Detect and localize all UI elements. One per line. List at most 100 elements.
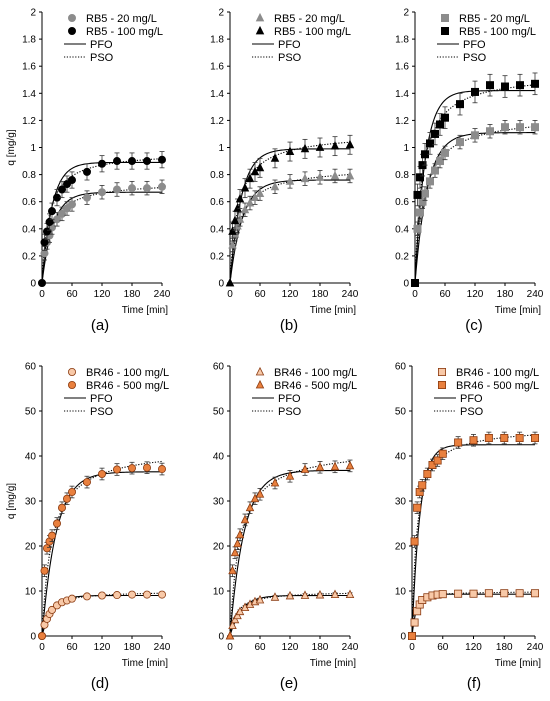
data-point [157,155,166,164]
data-point [330,589,340,598]
data-point [58,503,67,512]
data-point [300,173,310,183]
legend-label: PFO [460,393,483,405]
data-point [113,185,122,194]
data-point [410,537,419,546]
legend-label: RB5 - 100 mg/L [274,26,351,38]
legend-label: BR46 - 500 mg/L [274,380,357,392]
data-point [469,589,478,598]
x-tick-label: 120 [94,289,111,300]
data-point [68,487,77,496]
data-point [43,227,52,236]
y-tick-label: 1.6 [210,62,224,73]
data-point [38,632,47,641]
y-tick-label: 60 [25,362,37,373]
data-point [345,170,355,180]
data-point [53,519,62,528]
y-tick-label: 0.2 [22,251,36,262]
panel-f: 0 10 20 30 40 50 60 0 60 120 180 240 Time [min] (f) BR… [395,362,544,693]
x-tick-label: 0 [227,289,233,300]
y-tick-label: 2 [403,8,409,19]
data-point [315,172,325,181]
data-point [40,238,49,247]
x-tick-label: 0 [412,289,418,300]
data-point [300,143,310,153]
legend-label: PFO [90,393,113,405]
data-point [485,81,494,90]
legend-marker [255,366,265,376]
data-point [315,142,325,151]
x-tick-label: 60 [66,642,78,653]
data-point [233,610,242,620]
data-point [455,100,464,109]
data-point [430,166,439,175]
series-1 [407,589,540,641]
y-tick-label: 0.4 [210,224,224,235]
series-2 [225,134,355,287]
x-tick-label: 60 [66,289,78,300]
data-point [235,193,245,203]
legend-label: BR46 - 500 mg/L [86,380,169,392]
data-point [285,146,295,155]
y-tick-label: 0.8 [22,170,36,181]
x-tick-label: 180 [124,642,141,653]
data-point [425,177,434,186]
data-point [420,189,429,198]
x-axis-title: Time [min] [122,658,169,669]
legend-label: BR46 - 500 mg/L [456,380,539,392]
data-point [157,182,166,191]
x-tick-label: 120 [282,289,299,300]
data-point [225,630,235,640]
y-tick-label: 0.6 [22,197,36,208]
data-point [500,82,509,91]
x-tick-label: 180 [124,289,141,300]
pfo-fit-line [414,90,535,284]
data-point [270,477,280,487]
data-point [270,153,280,162]
y-tick-label: 1.4 [395,89,409,100]
data-point [516,123,525,132]
y-tick-label: 30 [213,497,225,508]
data-point [413,190,422,199]
data-point [43,544,52,553]
data-point [270,592,280,601]
pso-fit-line [229,592,351,637]
data-point [245,197,255,207]
legend-label: RB5 - 100 mg/L [86,26,163,38]
x-axis-title: Time [min] [310,305,357,316]
data-point [255,188,265,197]
pfo-fit-line [229,594,350,637]
legend-label: PFO [278,393,301,405]
x-axis-title: Time [min] [495,658,542,669]
data-point [430,129,439,138]
y-tick-label: 1.6 [395,62,409,73]
data-point [98,188,107,197]
legend-label: RB5 - 100 mg/L [459,26,536,38]
y-tick-label: 40 [25,452,37,463]
legend-label: RB5 - 20 mg/L [459,13,530,25]
data-point [415,173,424,182]
data-point [40,566,49,575]
pso-fit-line [41,187,163,284]
legend-label: PSO [460,406,484,418]
legend-label: PFO [463,39,486,51]
y-tick-label: 1.8 [395,35,409,46]
data-point [315,462,325,471]
data-point [407,632,416,641]
x-axis-title: Time [min] [310,658,357,669]
legend-marker [440,26,449,35]
y-tick-label: 0 [218,279,224,290]
data-point [233,203,242,212]
panel-label: (f) [467,675,481,692]
data-point [83,592,92,601]
data-point [285,176,295,185]
data-point [418,481,427,490]
legend-marker [255,379,265,389]
x-tick-label: 60 [254,642,266,653]
data-point [235,529,245,539]
data-point [250,493,260,503]
y-tick-label: 0.4 [395,224,409,235]
